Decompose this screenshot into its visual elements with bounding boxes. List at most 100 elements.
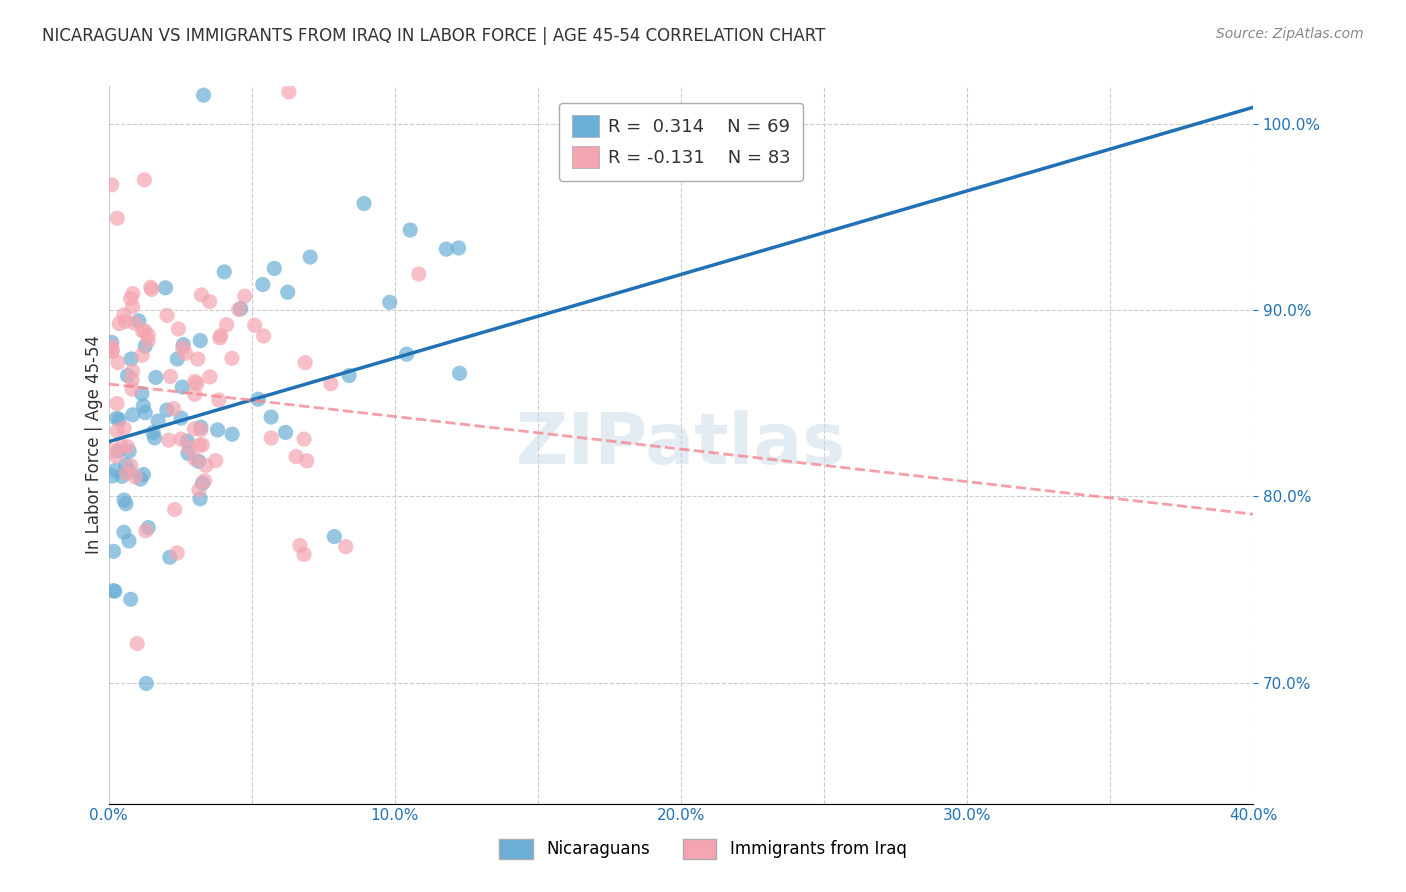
Immigrants from Iraq: [112, 421, 135, 435]
Immigrants from Iraq: [190, 288, 212, 302]
Nicaraguans: [103, 583, 125, 598]
Immigrants from Iraq: [335, 540, 357, 554]
Immigrants from Iraq: [134, 324, 156, 338]
Nicaraguans: [187, 454, 209, 468]
Immigrants from Iraq: [124, 316, 146, 330]
Immigrants from Iraq: [187, 352, 209, 367]
Immigrants from Iraq: [198, 369, 221, 384]
Nicaraguans: [395, 347, 418, 361]
Nicaraguans: [103, 544, 125, 558]
Immigrants from Iraq: [292, 548, 315, 562]
Nicaraguans: [105, 411, 128, 425]
Nicaraguans: [112, 525, 135, 540]
Nicaraguans: [188, 491, 211, 506]
Nicaraguans: [263, 261, 285, 276]
Immigrants from Iraq: [120, 292, 142, 306]
Immigrants from Iraq: [121, 373, 143, 387]
Nicaraguans: [104, 584, 127, 599]
Immigrants from Iraq: [107, 355, 129, 369]
Nicaraguans: [274, 425, 297, 440]
Immigrants from Iraq: [124, 470, 146, 484]
Immigrants from Iraq: [294, 356, 316, 370]
Nicaraguans: [121, 408, 143, 422]
Immigrants from Iraq: [193, 474, 215, 488]
Nicaraguans: [118, 444, 141, 458]
Immigrants from Iraq: [117, 440, 139, 454]
Immigrants from Iraq: [135, 524, 157, 538]
Nicaraguans: [132, 467, 155, 482]
Nicaraguans: [107, 444, 129, 458]
Immigrants from Iraq: [408, 267, 430, 281]
Nicaraguans: [136, 521, 159, 535]
Immigrants from Iraq: [112, 308, 135, 322]
Immigrants from Iraq: [101, 343, 124, 358]
Nicaraguans: [447, 241, 470, 255]
Immigrants from Iraq: [105, 211, 128, 226]
Nicaraguans: [155, 281, 177, 295]
Immigrants from Iraq: [177, 441, 200, 455]
Immigrants from Iraq: [174, 346, 197, 360]
Nicaraguans: [146, 414, 169, 428]
Nicaraguans: [145, 370, 167, 384]
Immigrants from Iraq: [163, 502, 186, 516]
Immigrants from Iraq: [209, 328, 232, 343]
Immigrants from Iraq: [115, 467, 138, 481]
Immigrants from Iraq: [162, 401, 184, 416]
Nicaraguans: [449, 367, 471, 381]
Nicaraguans: [190, 420, 212, 434]
Nicaraguans: [166, 351, 188, 366]
Immigrants from Iraq: [295, 454, 318, 468]
Immigrants from Iraq: [100, 178, 122, 192]
Nicaraguans: [399, 223, 422, 237]
Text: NICARAGUAN VS IMMIGRANTS FROM IRAQ IN LABOR FORCE | AGE 45-54 CORRELATION CHART: NICARAGUAN VS IMMIGRANTS FROM IRAQ IN LA…: [42, 27, 825, 45]
Nicaraguans: [193, 88, 215, 103]
Immigrants from Iraq: [208, 392, 231, 407]
Immigrants from Iraq: [131, 324, 153, 338]
Immigrants from Iraq: [243, 318, 266, 333]
Nicaraguans: [252, 277, 274, 292]
Immigrants from Iraq: [139, 280, 162, 294]
Immigrants from Iraq: [233, 289, 256, 303]
Nicaraguans: [260, 410, 283, 425]
Immigrants from Iraq: [100, 443, 122, 458]
Nicaraguans: [132, 399, 155, 413]
Text: Source: ZipAtlas.com: Source: ZipAtlas.com: [1216, 27, 1364, 41]
Nicaraguans: [129, 472, 152, 486]
Immigrants from Iraq: [121, 364, 143, 378]
Nicaraguans: [131, 386, 153, 401]
Y-axis label: In Labor Force | Age 45-54: In Labor Force | Age 45-54: [86, 335, 103, 555]
Nicaraguans: [156, 403, 179, 417]
Nicaraguans: [111, 469, 134, 483]
Nicaraguans: [120, 351, 142, 366]
Immigrants from Iraq: [191, 438, 214, 452]
Immigrants from Iraq: [183, 387, 205, 401]
Immigrants from Iraq: [157, 433, 180, 447]
Immigrants from Iraq: [136, 334, 159, 348]
Legend: R =  0.314    N = 69, R = -0.131    N = 83: R = 0.314 N = 69, R = -0.131 N = 83: [560, 103, 803, 181]
Nicaraguans: [128, 314, 150, 328]
Immigrants from Iraq: [208, 331, 231, 345]
Nicaraguans: [117, 368, 139, 383]
Nicaraguans: [118, 533, 141, 548]
Immigrants from Iraq: [285, 450, 308, 464]
Nicaraguans: [378, 295, 401, 310]
Immigrants from Iraq: [121, 286, 143, 301]
Immigrants from Iraq: [121, 300, 143, 314]
Immigrants from Iraq: [159, 369, 181, 384]
Immigrants from Iraq: [215, 318, 238, 332]
Nicaraguans: [434, 242, 457, 256]
Immigrants from Iraq: [108, 317, 131, 331]
Immigrants from Iraq: [187, 483, 209, 497]
Immigrants from Iraq: [167, 322, 190, 336]
Immigrants from Iraq: [120, 458, 142, 473]
Immigrants from Iraq: [136, 328, 159, 343]
Immigrants from Iraq: [277, 85, 299, 99]
Nicaraguans: [108, 412, 131, 426]
Nicaraguans: [214, 265, 236, 279]
Immigrants from Iraq: [127, 636, 149, 650]
Nicaraguans: [353, 196, 375, 211]
Nicaraguans: [114, 497, 136, 511]
Immigrants from Iraq: [194, 458, 217, 473]
Nicaraguans: [118, 464, 141, 478]
Text: ZIPatlas: ZIPatlas: [516, 410, 846, 480]
